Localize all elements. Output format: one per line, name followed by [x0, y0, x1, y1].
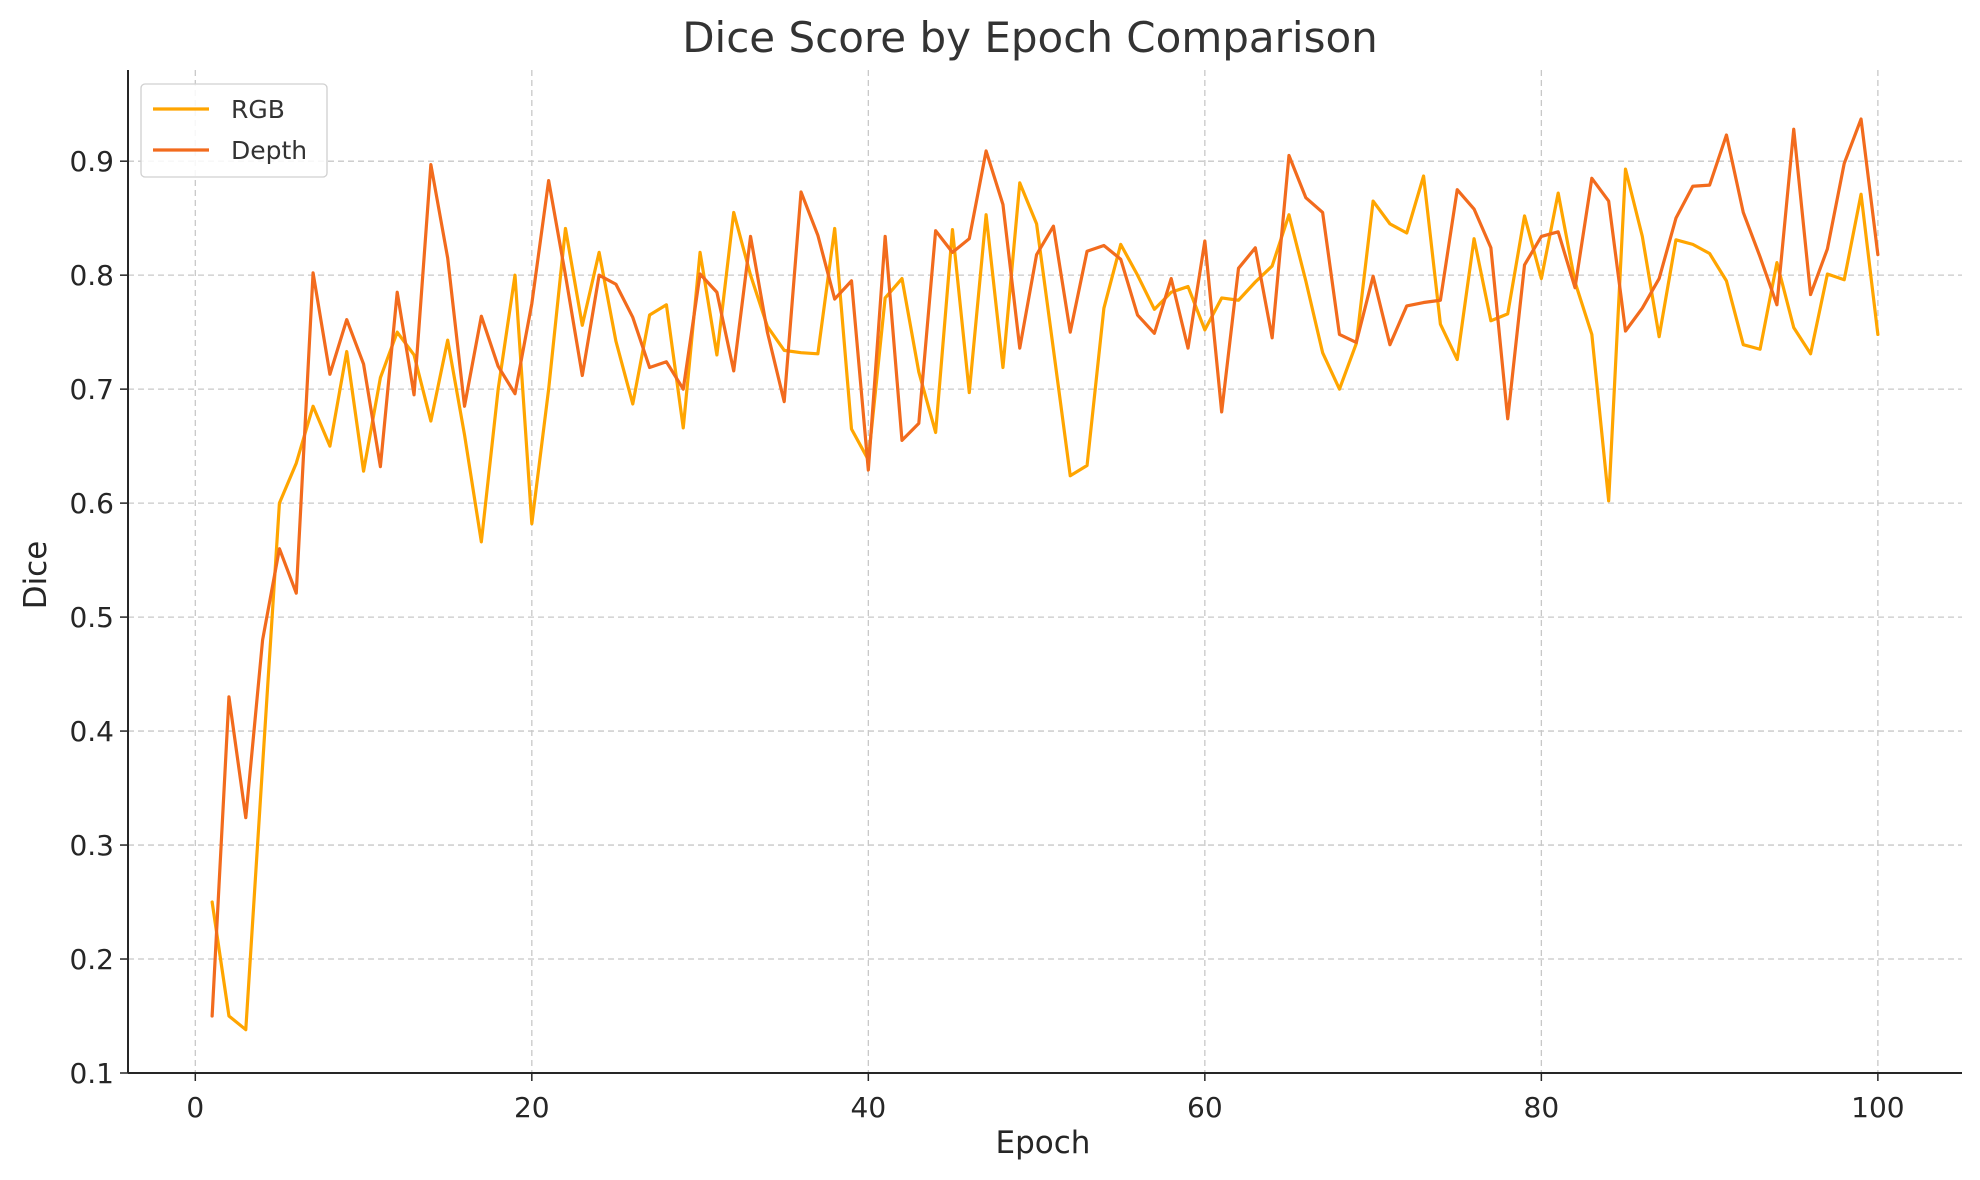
y-tick-label: 0.4	[69, 715, 114, 748]
legend-label-depth: Depth	[231, 136, 307, 165]
x-tick-label: 60	[1187, 1091, 1223, 1124]
y-tick-label: 0.1	[69, 1057, 114, 1090]
x-tick-label: 100	[1851, 1091, 1904, 1124]
y-tick-label: 0.7	[69, 373, 114, 406]
y-tick-label: 0.5	[69, 601, 114, 634]
x-tick-label: 40	[851, 1091, 887, 1124]
y-tick-label: 0.8	[69, 259, 114, 292]
grid-lines	[128, 70, 1962, 1074]
x-tick-label: 20	[514, 1091, 550, 1124]
legend-label-rgb: RGB	[231, 95, 285, 124]
series-lines	[210, 117, 1880, 1032]
chart-title: Dice Score by Epoch Comparison	[682, 13, 1378, 62]
x-tick-label: 80	[1524, 1091, 1560, 1124]
x-axis-title: Epoch	[996, 1125, 1091, 1161]
tick-labels: 0 20 40 60 80 100 0.1 0.2 0.3 0.4 0.5 0.6 0.7 0.8 0.9	[69, 145, 1904, 1124]
series-line-depth	[210, 117, 1880, 1018]
legend-box	[140, 83, 328, 178]
y-axis-title: Dice	[18, 541, 54, 610]
y-tick-label: 0.9	[69, 145, 114, 178]
y-tick-label: 0.3	[69, 829, 114, 862]
legend: RGB Depth	[140, 83, 328, 178]
series-line-rgb	[210, 167, 1880, 1032]
y-tick-label: 0.6	[69, 487, 114, 520]
axes	[120, 70, 1962, 1081]
y-tick-label: 0.2	[69, 943, 114, 976]
x-tick-label: 0	[186, 1091, 204, 1124]
